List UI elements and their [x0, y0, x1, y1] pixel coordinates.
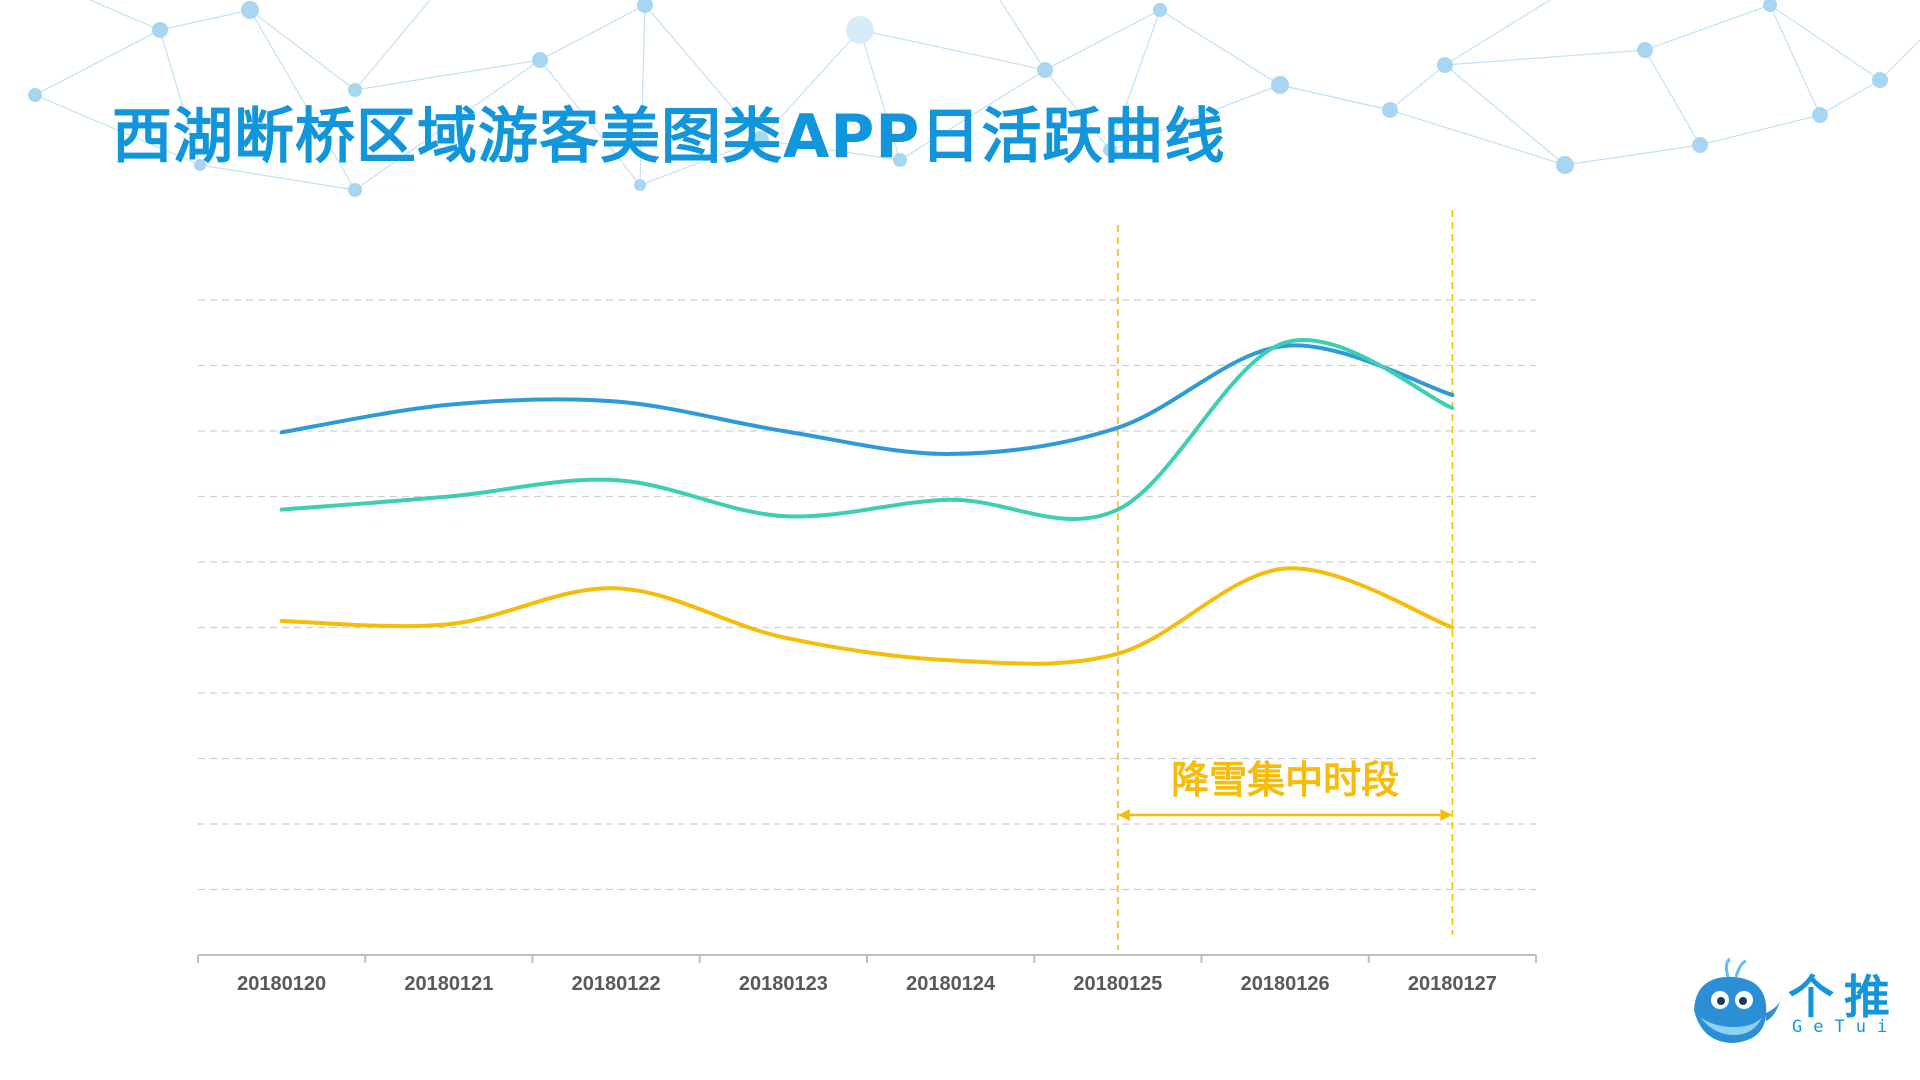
x-tick-label: 20180122	[572, 973, 661, 995]
series-line	[279, 343, 1455, 456]
logo-text-en: GeTui	[1792, 1017, 1899, 1037]
region-arrow-left	[1117, 809, 1130, 821]
series-line	[279, 338, 1455, 521]
logo-text-cn: 个推	[1788, 970, 1900, 1024]
region-label: 降雪集中时段	[1171, 758, 1399, 802]
snowfall-region: 降雪集中时段	[1117, 210, 1454, 950]
getui-logo: 个推 GeTui	[1684, 955, 1904, 1055]
network-background	[28, 0, 1920, 197]
x-axis: 20180120 20180121 20180122 20180123 20180124…	[197, 954, 1537, 995]
series-lines	[279, 338, 1455, 666]
x-tick-label: 20180125	[1073, 973, 1162, 995]
x-tick-label: 20180124	[906, 973, 996, 995]
x-tick-label: 20180127	[1408, 973, 1497, 995]
x-tick-label: 20180121	[404, 973, 493, 995]
x-tick-label: 20180126	[1241, 973, 1330, 995]
series-line	[279, 566, 1455, 666]
page-title: 西湖断桥区域游客美图类APP日活跃曲线	[112, 102, 1226, 172]
region-arrow-right	[1440, 809, 1453, 821]
whale-mascot-icon	[1694, 957, 1782, 1043]
x-tick-label: 20180123	[739, 973, 828, 995]
x-tick-label: 20180120	[237, 973, 326, 995]
